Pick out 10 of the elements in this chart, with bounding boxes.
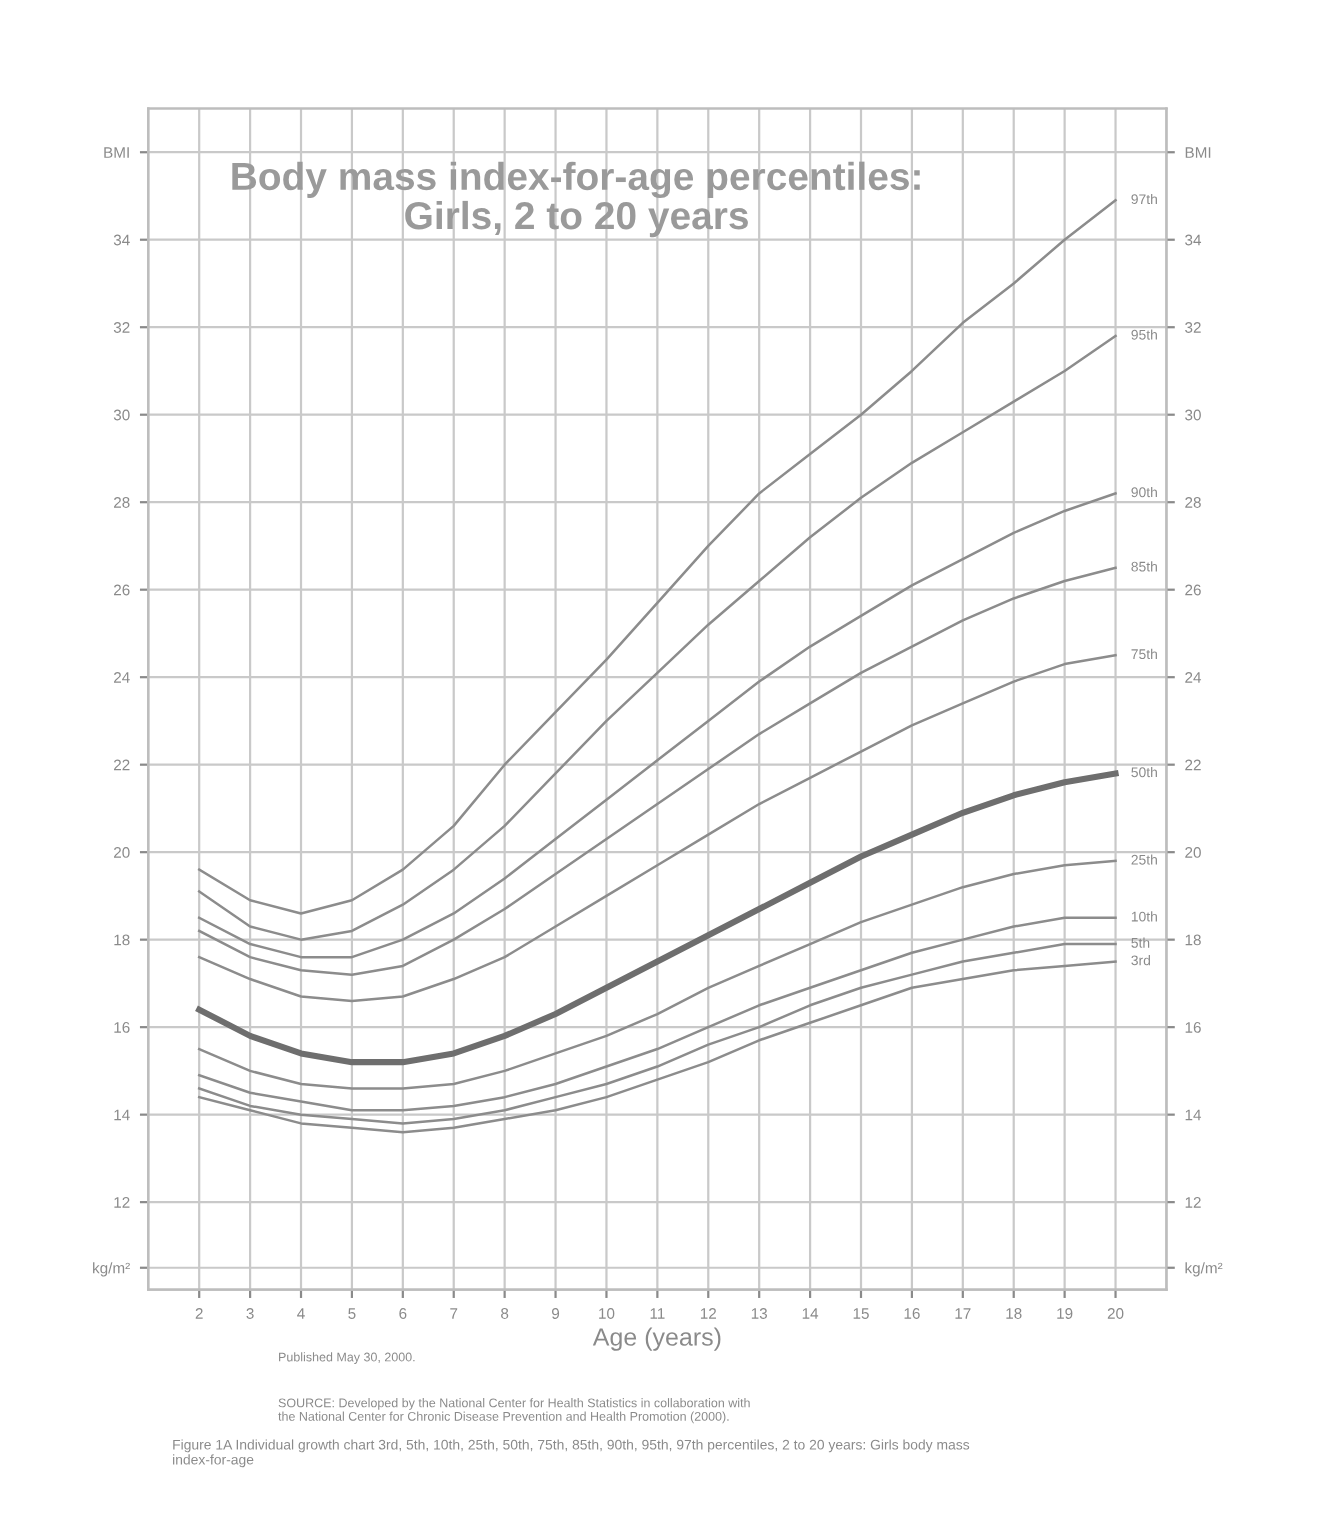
line-series	[197, 492, 1117, 959]
line-series	[197, 654, 1117, 1003]
line-series	[197, 334, 1117, 941]
line-series	[197, 916, 1117, 1112]
line-series	[197, 859, 1117, 1090]
line-series	[197, 199, 1117, 915]
text: Body mass index-for-age percentiles: Girls, 2 to 20 years	[232, 161, 920, 238]
line-series	[196, 770, 1119, 1066]
line-series	[197, 566, 1117, 976]
x-axis-title: Age (years)	[592, 1327, 721, 1351]
